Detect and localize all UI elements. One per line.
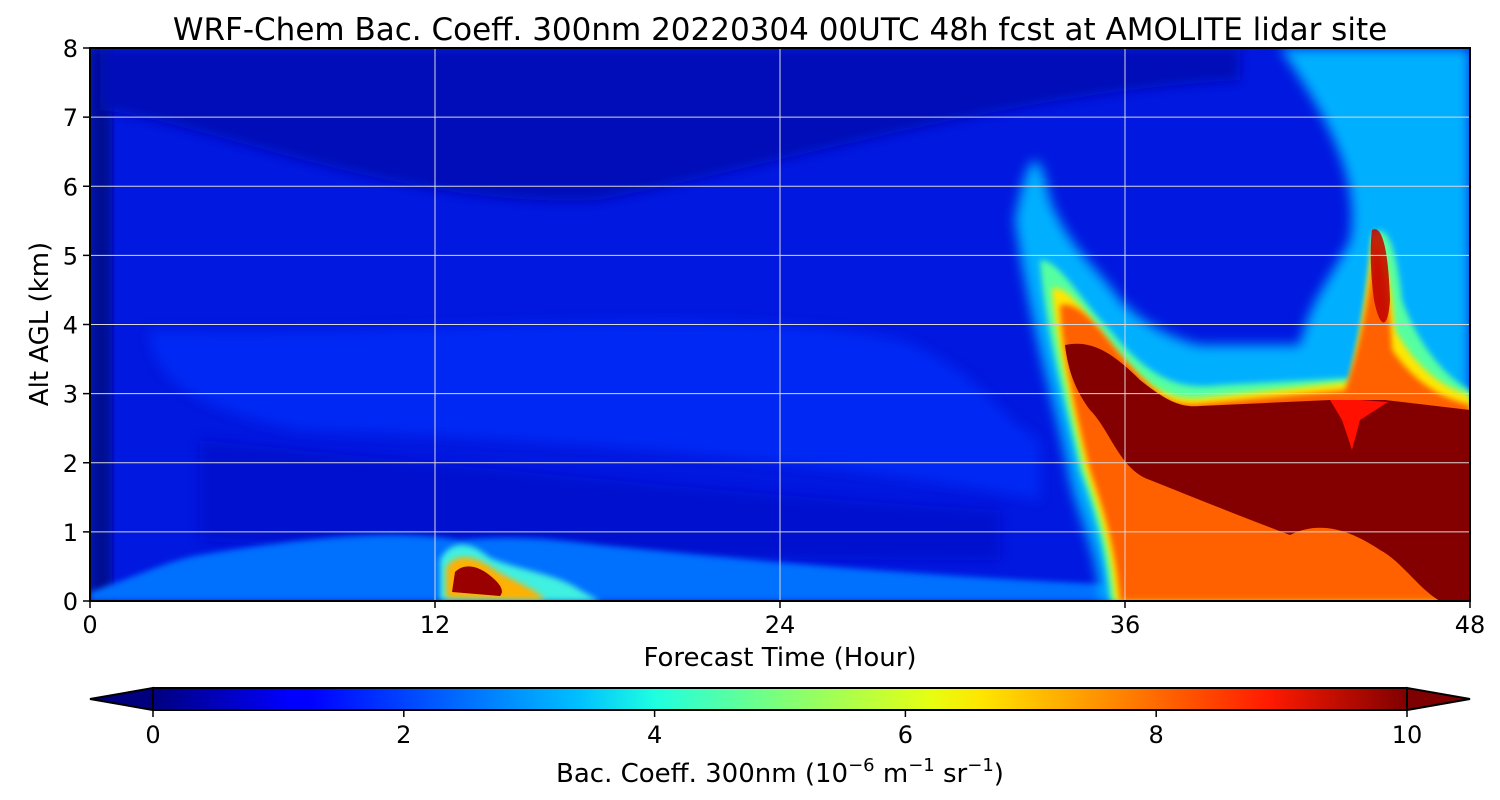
x-tick-label: 36 <box>1110 611 1141 639</box>
colorbar-tick-label: 8 <box>1149 721 1164 749</box>
x-tick-label: 0 <box>82 611 97 639</box>
colorbar-gradient <box>152 687 1408 711</box>
heatmap-lower-dark <box>200 440 1000 560</box>
colorbar-label-mid2: sr <box>935 759 968 789</box>
colorbar-tick-label: 0 <box>145 721 160 749</box>
y-tick-label: 1 <box>63 519 78 547</box>
y-tick-label: 7 <box>63 104 78 132</box>
colorbar-tick-label: 6 <box>898 721 913 749</box>
colorbar-ticks: 0 2 4 6 8 10 <box>145 710 1422 749</box>
y-tick-label: 0 <box>63 588 78 616</box>
y-tick-label: 4 <box>63 312 78 340</box>
colorbar-tick-label: 4 <box>647 721 662 749</box>
x-axis-ticks: 0 12 24 36 48 <box>82 601 1485 639</box>
y-tick-label: 8 <box>63 35 78 63</box>
colorbar-tick-label: 10 <box>1392 721 1423 749</box>
x-tick-label: 12 <box>420 611 451 639</box>
colorbar-extend-high <box>1406 686 1471 712</box>
x-tick-label: 48 <box>1455 611 1486 639</box>
colorbar-extend-low <box>89 686 154 712</box>
colorbar-label-exp2: −1 <box>908 755 935 776</box>
colorbar-label-exp3: −1 <box>967 755 994 776</box>
y-axis-label: Alt AGL (km) <box>25 242 55 406</box>
y-tick-label: 5 <box>63 242 78 270</box>
colorbar-label-end: ) <box>994 759 1004 789</box>
colorbar-tick-label: 2 <box>396 721 411 749</box>
y-tick-label: 3 <box>63 381 78 409</box>
heatmap-upper-dark <box>100 48 1240 201</box>
heatmap-red-notch <box>1330 400 1388 450</box>
x-axis-label: Forecast Time (Hour) <box>643 643 916 673</box>
y-tick-label: 6 <box>63 173 78 201</box>
colorbar-label-exp1: −6 <box>848 755 875 776</box>
y-axis-ticks: 0 1 2 3 4 5 6 7 8 <box>63 35 90 616</box>
heatmap-midlevel-band <box>150 321 1040 500</box>
heatmap-upper-thin-layer <box>1370 229 1390 323</box>
heatmap-surface-plume-core <box>452 566 502 596</box>
colorbar-label-mid1: m <box>875 759 909 789</box>
chart-title: WRF-Chem Bac. Coeff. 300nm 20220304 00UT… <box>173 12 1387 48</box>
x-tick-label: 24 <box>765 611 796 639</box>
colorbar-label-main: Bac. Coeff. 300nm (10 <box>556 759 848 789</box>
colorbar: 0 2 4 6 8 10 <box>89 686 1471 749</box>
y-tick-label: 2 <box>63 450 78 478</box>
grid-lines <box>90 48 1470 601</box>
colorbar-label: Bac. Coeff. 300nm (10−6 m−1 sr−1) <box>556 755 1004 789</box>
